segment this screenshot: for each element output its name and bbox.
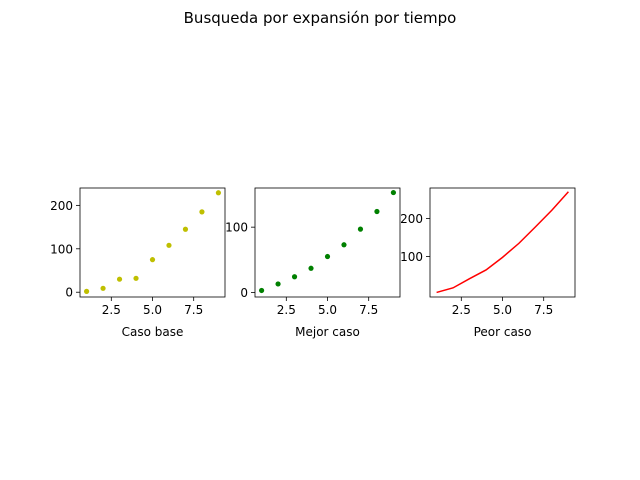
y-tick-label: 100: [225, 221, 248, 235]
data-point: [324, 253, 331, 260]
x-tick-label: 2.5: [452, 303, 471, 317]
axes-frame: [254, 187, 401, 298]
axes-frame: [429, 187, 576, 298]
x-axis-label: Peor caso: [474, 325, 532, 339]
y-tick-label: 100: [400, 250, 423, 264]
subplot-peor-caso: 2.5 5.0 7.5 100 200 Peor caso: [400, 187, 576, 339]
data-point: [374, 208, 380, 215]
y-tick-label: 100: [50, 242, 73, 256]
x-tick-label: 7.5: [184, 303, 203, 317]
x-tick-label: 5.0: [318, 303, 337, 317]
series-line: [436, 191, 569, 294]
x-tick-label: 7.5: [359, 303, 378, 317]
subplot-mejor-caso: 2.5 5.0 7.5 0 100 Mejor caso: [225, 187, 401, 339]
data-point: [166, 242, 172, 248]
data-point: [258, 287, 265, 294]
x-tick-label: 2.5: [102, 303, 121, 317]
subplot-caso-base: 2.5 5.0 7.5 0 100 200 Caso base: [50, 187, 226, 339]
data-point: [133, 275, 139, 281]
data-point: [275, 281, 281, 287]
x-tick-label: 7.5: [534, 303, 553, 317]
data-point: [100, 285, 106, 291]
y-tick-label: 200: [400, 212, 423, 226]
x-axis-label: Mejor caso: [295, 325, 360, 339]
data-point: [291, 274, 298, 280]
data-point: [199, 209, 205, 215]
data-point: [83, 288, 90, 294]
data-point: [341, 242, 347, 248]
axes-frame: [79, 187, 226, 298]
figure-title: Busqueda por expansión por tiempo: [184, 9, 457, 27]
data-point: [215, 190, 222, 196]
data-point: [149, 257, 156, 263]
data-point: [357, 226, 364, 232]
data-point: [390, 189, 397, 196]
x-tick-label: 5.0: [143, 303, 162, 317]
y-tick-label: 0: [65, 286, 73, 300]
x-tick-label: 2.5: [277, 303, 296, 317]
y-tick-label: 0: [240, 286, 248, 300]
data-point: [182, 226, 189, 232]
x-tick-label: 5.0: [493, 303, 512, 317]
data-point: [308, 265, 314, 271]
y-tick-label: 200: [50, 199, 73, 213]
data-point: [116, 276, 123, 282]
x-axis-label: Caso base: [122, 325, 184, 339]
